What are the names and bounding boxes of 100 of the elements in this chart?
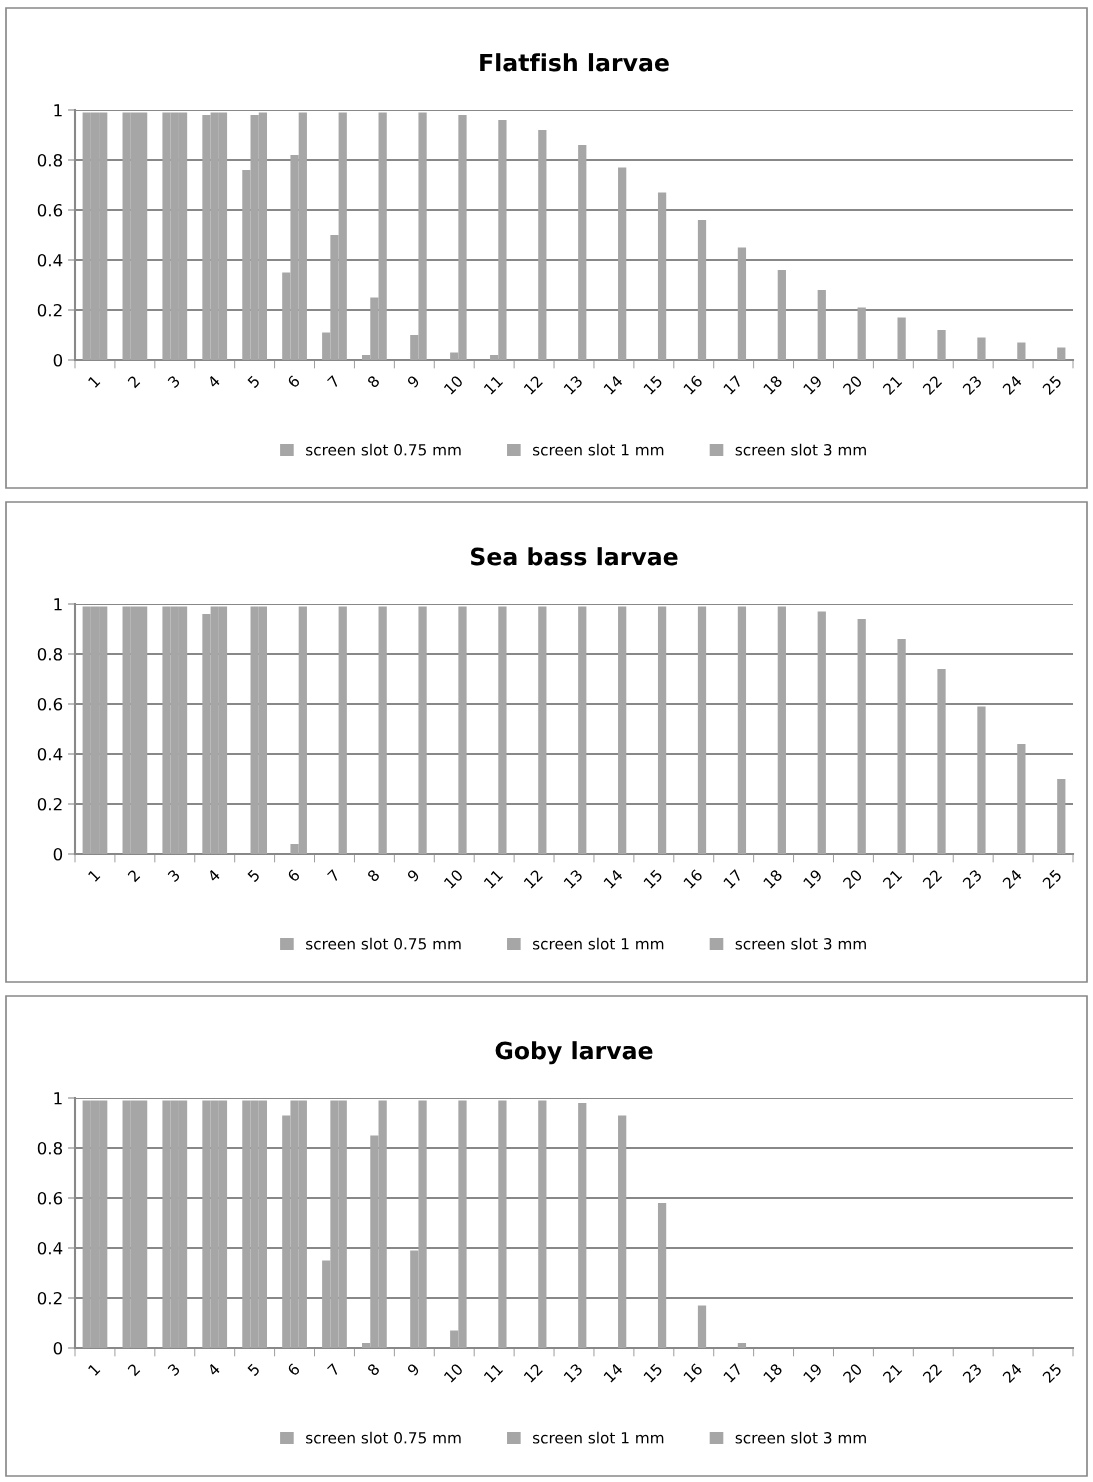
x-tick-label: 17 (723, 1363, 743, 1383)
x-tick-label: 18 (762, 1362, 783, 1383)
y-tick-label: 0 (53, 353, 63, 367)
bar (697, 220, 707, 360)
bar (618, 606, 627, 854)
bar (578, 1103, 587, 1348)
bar (697, 1305, 707, 1348)
x-tick-label: 3 (167, 374, 181, 389)
bar (538, 1100, 547, 1348)
bar (857, 307, 866, 360)
y-tick-label: 0.6 (37, 203, 63, 217)
y-tick-label: 0.4 (37, 747, 63, 761)
bar (737, 606, 747, 854)
bar (578, 606, 587, 854)
x-tick-label: 2 (127, 869, 141, 883)
x-tick-label: 1 (87, 1363, 101, 1376)
x-tick-label: 10 (443, 1362, 464, 1383)
legend-label: screen slot 1 mm (533, 1431, 664, 1444)
bar (977, 337, 986, 360)
x-tick-label: 15 (643, 375, 663, 395)
legend-label: screen slot 0.75 mm (306, 1431, 461, 1444)
x-tick-label: 12 (523, 869, 543, 889)
x-tick-label: 3 (167, 1362, 181, 1377)
x-tick-label: 20 (842, 868, 863, 890)
x-tick-label: 4 (206, 868, 221, 883)
x-tick-label: 22 (922, 375, 943, 396)
chart-title: Sea bass larvae (471, 547, 678, 566)
bar (1017, 342, 1026, 360)
bar (697, 606, 707, 854)
x-tick-label: 9 (406, 374, 421, 389)
x-tick-label: 1 (87, 375, 101, 388)
bar (657, 606, 667, 854)
x-tick-label: 22 (922, 1363, 943, 1384)
bar (657, 192, 667, 360)
x-tick-label: 4 (206, 374, 221, 389)
bar (458, 606, 467, 854)
x-tick-label: 24 (1002, 1362, 1023, 1384)
x-tick-label: 11 (483, 1363, 504, 1383)
legend-label: screen slot 0.75 mm (306, 937, 461, 950)
y-tick-label: 0.8 (37, 1141, 63, 1155)
x-tick-label: 19 (802, 868, 823, 889)
bar (657, 1203, 667, 1348)
x-tick-label: 1 (87, 869, 101, 882)
x-tick-label: 6 (286, 1362, 301, 1377)
y-tick-label: 0.2 (37, 303, 62, 317)
x-tick-label: 21 (882, 869, 903, 890)
bar (1057, 347, 1066, 360)
x-tick-label: 5 (247, 375, 261, 389)
x-tick-label: 16 (683, 868, 704, 889)
x-tick-label: 24 (1002, 868, 1023, 890)
x-tick-label: 19 (802, 1362, 823, 1383)
x-tick-label: 8 (366, 1362, 381, 1377)
x-tick-label: 11 (483, 869, 504, 889)
x-tick-label: 25 (1041, 375, 1063, 396)
bar (777, 606, 786, 854)
x-tick-label: 7 (327, 869, 340, 883)
x-tick-label: 2 (127, 1363, 141, 1377)
y-tick-label: 0.6 (37, 697, 63, 711)
bar (817, 611, 826, 854)
bar (498, 606, 507, 854)
bar (378, 606, 387, 854)
x-tick-label: 25 (1041, 1363, 1063, 1384)
x-tick-label: 15 (643, 1363, 663, 1383)
x-tick-label: 19 (802, 374, 823, 395)
chart-title: Flatfish larvae (480, 53, 669, 72)
x-tick-label: 9 (406, 868, 421, 883)
x-tick-label: 21 (882, 375, 903, 396)
bar (1057, 779, 1066, 854)
x-tick-label: 20 (842, 1362, 863, 1384)
x-tick-label: 23 (962, 374, 983, 396)
bar (817, 290, 826, 360)
legend-label: screen slot 3 mm (735, 443, 866, 456)
x-tick-label: 5 (247, 1363, 261, 1377)
x-tick-label: 5 (247, 869, 261, 883)
x-tick-label: 17 (723, 375, 743, 395)
bar (937, 330, 946, 360)
y-tick-label: 1 (54, 104, 62, 117)
x-tick-label: 25 (1041, 869, 1063, 890)
x-tick-label: 8 (366, 868, 381, 883)
bar (857, 619, 866, 854)
legend-label: screen slot 1 mm (533, 937, 664, 950)
x-tick-label: 24 (1002, 374, 1023, 396)
x-tick-label: 12 (523, 375, 543, 395)
bar (498, 1100, 507, 1348)
legend-label: screen slot 3 mm (735, 937, 866, 950)
y-tick-label: 0.4 (37, 253, 63, 267)
y-tick-label: 0 (53, 1341, 63, 1355)
x-tick-label: 7 (327, 375, 340, 389)
bar (737, 247, 747, 360)
x-tick-label: 8 (366, 374, 381, 389)
bar (897, 317, 906, 360)
x-tick-label: 23 (962, 1362, 983, 1384)
x-tick-label: 12 (523, 1363, 543, 1383)
bar (538, 606, 547, 854)
x-tick-label: 13 (563, 868, 584, 889)
bar (937, 669, 946, 854)
x-tick-label: 10 (443, 868, 464, 889)
x-tick-label: 4 (206, 1362, 221, 1377)
x-tick-label: 14 (603, 1362, 624, 1383)
y-tick-label: 1 (54, 1092, 62, 1105)
